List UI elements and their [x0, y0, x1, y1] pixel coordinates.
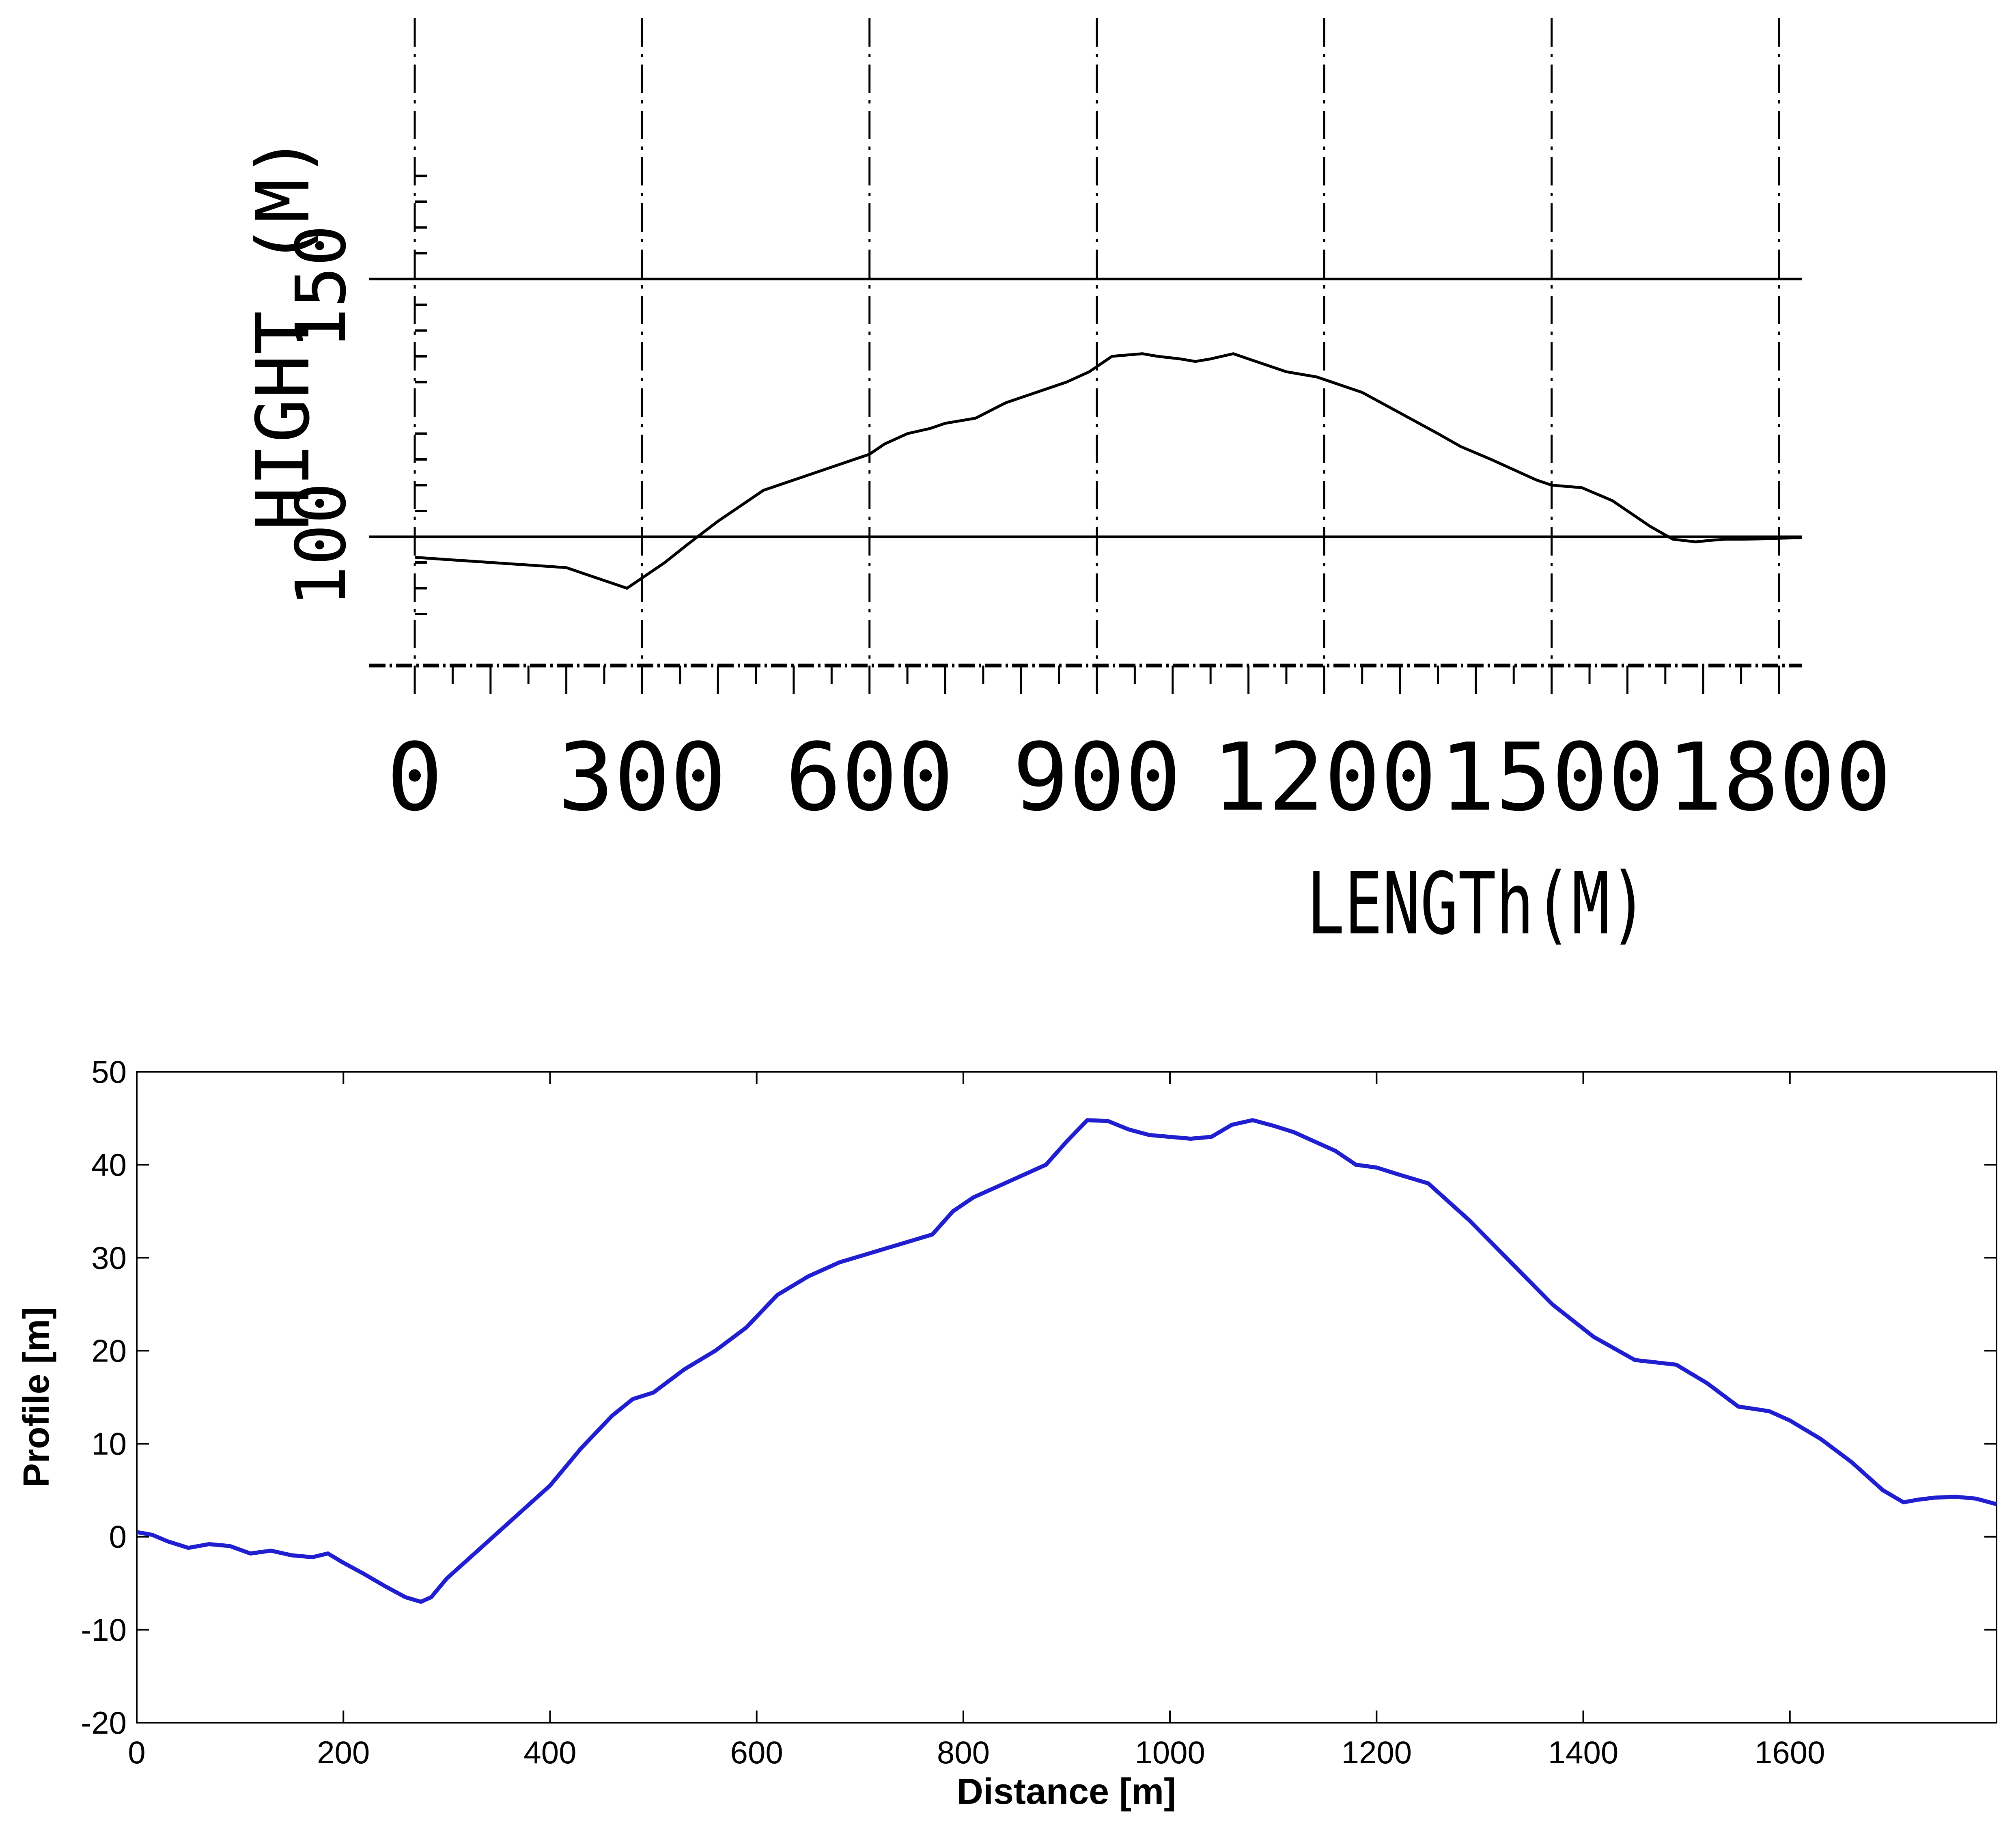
x-tick-label: 600: [785, 724, 954, 832]
y-tick-label: 100: [281, 483, 362, 607]
y-tick-labels: -20 -10 0 10 20 30 40 50: [81, 1054, 127, 1741]
x-tick-label: 0: [128, 1734, 145, 1770]
y-tick-label: -20: [81, 1705, 127, 1741]
x-axis-title: LENGTh(M): [1307, 854, 1648, 954]
y-axis-tick-marks: [415, 175, 427, 615]
x-tick-label: 600: [730, 1734, 783, 1770]
x-tick-label: 1400: [1548, 1734, 1619, 1770]
vertical-gridlines: [414, 18, 1780, 666]
x-tick-label: 300: [558, 724, 726, 832]
x-tick-label: 1500: [1439, 724, 1664, 832]
x-tick-label: 0: [387, 724, 443, 832]
y-tick-label: 150: [281, 225, 362, 349]
x-tick-label: 1600: [1755, 1734, 1825, 1770]
y-tick-labels: 100 150: [281, 225, 362, 607]
profile-chart: 0 200 400 600 800 1000 1200 1400 1600 -20 -10 0 10 2…: [16, 1054, 1997, 1812]
y-tick-label: 10: [91, 1426, 127, 1462]
x-tick-label: 1200: [1212, 724, 1437, 832]
x-axis-title: Distance [m]: [957, 1771, 1176, 1812]
height-line: [414, 352, 1802, 590]
axis-tick-marks: [136, 1071, 1997, 1724]
y-axis-title: HIGHT (M): [241, 135, 326, 530]
x-tick-label: 200: [317, 1734, 370, 1770]
y-tick-label: 30: [91, 1240, 127, 1275]
height-series: [414, 352, 1802, 590]
x-tick-labels: 0 300 600 900 1200 1500 1800: [387, 724, 1891, 832]
y-tick-label: 40: [91, 1147, 127, 1183]
x-tick-labels: 0 200 400 600 800 1000 1200 1400 1600: [128, 1734, 1825, 1770]
x-tick-label: 1200: [1342, 1734, 1412, 1770]
x-tick-label: 900: [1012, 724, 1181, 832]
y-tick-label: 0: [109, 1519, 127, 1555]
x-tick-label: 400: [523, 1734, 576, 1770]
y-tick-label: 50: [91, 1054, 127, 1090]
y-tick-label: -10: [81, 1612, 127, 1648]
horizontal-gridlines: [369, 278, 1802, 668]
x-tick-label: 1800: [1667, 724, 1891, 832]
plot-area-frame: [136, 1071, 1997, 1724]
x-axis-tick-marks: [414, 666, 1780, 694]
y-axis-title: Profile [m]: [16, 1307, 57, 1487]
profile-series: [136, 1118, 1997, 1604]
x-tick-label: 1000: [1135, 1734, 1205, 1770]
y-tick-label: 20: [91, 1333, 127, 1368]
profile-line: [136, 1118, 1997, 1604]
x-tick-label: 800: [937, 1734, 990, 1770]
